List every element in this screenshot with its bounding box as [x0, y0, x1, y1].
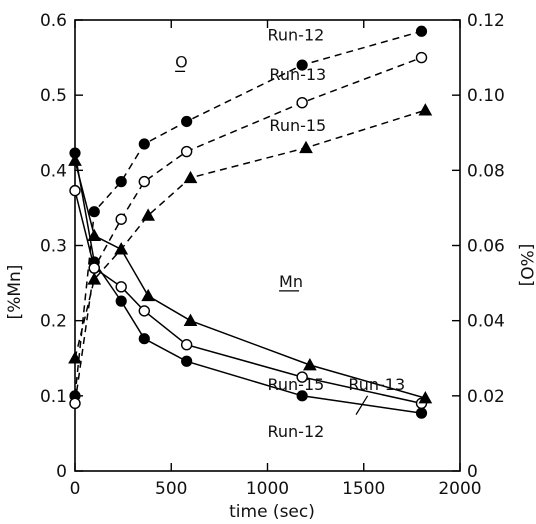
annotations: O Mn Run-12 Run-13 Run-15 Run-15 Run-13 Run-12 [175, 25, 405, 441]
left-y-tick-labels: 0 0.1 0.2 0.3 0.4 0.5 0.6 [40, 11, 67, 482]
right-y-axis-label: [%O] [516, 244, 536, 287]
data-point-run-15-mn [303, 357, 317, 371]
left-y-tick-label: 0 [56, 462, 67, 482]
data-point-run-12-o [181, 115, 193, 128]
annotation-leader-line [355, 395, 369, 415]
series-line-run-15-o [74, 109, 426, 359]
data-point-run-13-o [138, 175, 151, 188]
data-point-run-15-o [183, 170, 198, 184]
data-point-run-12-mn [138, 333, 150, 345]
data-point-run-15-o [418, 103, 433, 116]
right-y-tick-label: 0.10 [467, 86, 505, 106]
series-markers [68, 25, 433, 419]
right-y-tick-label: 0.06 [467, 237, 505, 257]
right-y-tick-label: 0 [467, 462, 478, 482]
data-point-run-12-o [296, 59, 308, 71]
left-y-axis-label: [%Mn] [5, 265, 25, 320]
data-point-run-13-mn [138, 305, 151, 317]
data-point-run-13-o [115, 213, 127, 225]
left-y-tick-label: 0.6 [40, 11, 67, 31]
data-point-run-12-mn [296, 390, 308, 402]
series-line-run-13-mn [74, 190, 422, 405]
annotation-label: Run-12 [268, 422, 325, 441]
data-point-run-15-mn [68, 153, 82, 166]
data-point-run-13-mn [180, 339, 193, 351]
annotation-label: Mn [279, 272, 303, 291]
right-y-tick-labels: 0 0.02 0.04 0.06 0.08 0.10 0.12 [467, 11, 505, 482]
left-y-tick-label: 0.5 [40, 86, 67, 106]
series-line-run-13-o [74, 56, 422, 404]
data-point-run-15-o [141, 208, 155, 221]
left-y-tick-label: 0.2 [40, 312, 67, 332]
data-point-run-12-o [415, 25, 428, 37]
annotation-label: Run-13 [348, 375, 405, 394]
data-point-run-15-o [87, 272, 102, 285]
data-point-run-12-o [88, 206, 100, 218]
right-y-tick-label: 0.04 [467, 312, 505, 332]
x-tick-label: 1000 [246, 479, 289, 499]
axis-ticks [74, 19, 461, 472]
data-point-run-12-mn [181, 355, 193, 367]
annotation-label: Run-12 [268, 25, 325, 44]
data-point-run-13-o [69, 397, 81, 410]
data-point-run-13-mn [88, 262, 100, 274]
x-tick-label: 0 [70, 479, 81, 499]
data-point-run-15-mn [87, 228, 102, 242]
right-y-tick-label: 0.12 [467, 11, 505, 31]
annotation-label: Run-13 [269, 65, 326, 84]
right-y-tick-label: 0.08 [467, 161, 505, 181]
annotation-label: Run-15 [268, 375, 325, 394]
left-y-tick-label: 0.3 [40, 237, 67, 257]
data-point-run-15-mn [114, 242, 129, 255]
data-point-run-13-mn [296, 371, 308, 383]
x-tick-labels: 0 500 1000 1500 2000 [70, 479, 482, 499]
plot-frame [74, 19, 461, 472]
data-point-run-12-mn [415, 407, 428, 419]
annotation-label: Run-15 [269, 116, 326, 135]
data-point-run-13-o [180, 145, 193, 158]
data-point-run-13-mn [115, 281, 127, 293]
x-tick-label: 500 [155, 479, 187, 499]
series-line-run-12-o [74, 30, 422, 396]
data-point-run-12-mn [115, 295, 127, 307]
left-y-tick-label: 0.4 [40, 161, 67, 181]
x-tick-label: 1500 [342, 479, 385, 499]
data-point-run-13-o [415, 51, 428, 64]
data-point-run-12-o [138, 138, 150, 150]
data-point-run-15-mn [141, 288, 155, 302]
series-lines [74, 30, 426, 414]
x-axis-label: time (sec) [229, 502, 315, 522]
annotation-label: O [175, 52, 188, 71]
data-point-run-15-o [299, 140, 313, 154]
data-point-run-13-mn [69, 184, 81, 197]
x-tick-label: 2000 [438, 479, 481, 499]
left-y-tick-label: 0.1 [40, 387, 67, 407]
data-point-run-13-o [296, 96, 308, 109]
data-point-run-12-o [115, 176, 127, 188]
right-y-tick-label: 0.02 [467, 387, 505, 407]
data-point-run-15-o [68, 351, 82, 364]
data-point-run-15-mn [183, 313, 198, 326]
data-point-run-15-mn [418, 391, 433, 404]
